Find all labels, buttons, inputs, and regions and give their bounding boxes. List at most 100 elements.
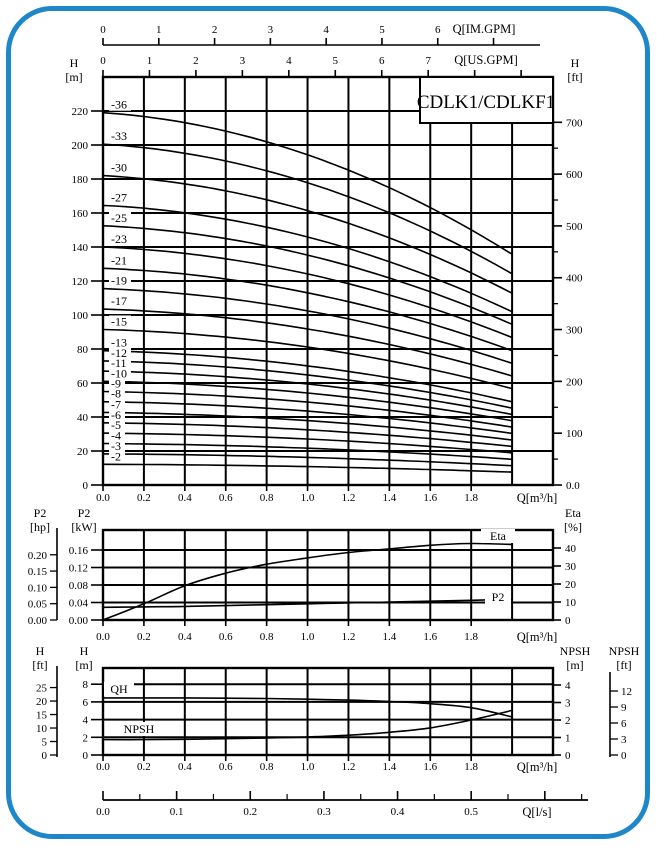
stage-label: -21 bbox=[111, 253, 127, 267]
stage-label-bg bbox=[109, 98, 131, 111]
x-tick-label: 0.8 bbox=[260, 761, 274, 773]
npsh-ft-tick-label: 0 bbox=[621, 750, 627, 762]
head-curve--8 bbox=[102, 400, 513, 435]
stage-label-bg bbox=[109, 295, 131, 308]
im-gpm-axis-label: Q[IM.GPM] bbox=[453, 22, 516, 36]
head-curve--15 bbox=[102, 328, 513, 390]
npsh-label-bg bbox=[117, 722, 161, 736]
pct-tick-label: 30 bbox=[565, 561, 577, 573]
h-ft-tick-label: 0.0 bbox=[566, 480, 580, 492]
head-curve--19 bbox=[102, 287, 513, 365]
head-curve--5 bbox=[102, 432, 513, 454]
qh-label-bg bbox=[104, 682, 134, 696]
p2-label-bg bbox=[485, 590, 511, 604]
x-tick-label: 1.6 bbox=[423, 492, 437, 504]
stage-label: -25 bbox=[111, 211, 127, 225]
us-gpm-tick-label: 2 bbox=[193, 55, 199, 67]
stage-label: -3 bbox=[111, 439, 121, 453]
labels-layer: Q[IM.GPM] Q[US.GPM] H [m] H [ft] CDLK1/C… bbox=[30, 22, 640, 819]
npsh-m-tick-label: 3 bbox=[565, 698, 571, 710]
x-tick-label: 0.8 bbox=[260, 492, 274, 504]
x-tick-label: 1.4 bbox=[382, 631, 396, 643]
x-tick-label: 1.0 bbox=[301, 492, 315, 504]
power-ylabel-hp-unit: [hp] bbox=[30, 520, 50, 534]
stage-label-bg bbox=[109, 450, 125, 463]
stage-label: -6 bbox=[111, 408, 121, 422]
im-gpm-tick-label: 1 bbox=[156, 24, 162, 36]
head-curve--27 bbox=[102, 204, 513, 313]
us-gpm-tick-label: 7 bbox=[425, 55, 431, 67]
x-tick-label: 0.6 bbox=[219, 492, 233, 504]
npsh-ylabel-ft-unit: [ft] bbox=[32, 658, 47, 672]
x-tick-label: 1.2 bbox=[342, 631, 356, 643]
h2-m-tick-label: 8 bbox=[83, 679, 89, 691]
stage-label-bg bbox=[109, 419, 125, 432]
head-curve--21 bbox=[102, 267, 513, 352]
us-gpm-tick-label: 1 bbox=[147, 55, 153, 67]
x-tick-label: 0.2 bbox=[137, 761, 151, 773]
x-tick-label: 1.8 bbox=[464, 761, 478, 773]
h2-m-tick-label: 0 bbox=[83, 750, 89, 762]
im-gpm-tick-label: 0 bbox=[100, 24, 106, 36]
eta-curve-label: Eta bbox=[490, 529, 507, 543]
head-curve--13 bbox=[102, 349, 513, 403]
curve-QH bbox=[102, 697, 513, 718]
p2-curve-label: P2 bbox=[492, 590, 505, 604]
stage-label: -19 bbox=[111, 274, 127, 288]
im-gpm-tick-label: 5 bbox=[379, 24, 385, 36]
stage-label: -17 bbox=[111, 294, 127, 308]
npsh-m-tick-label: 2 bbox=[565, 715, 571, 727]
x-tick-label: 0.6 bbox=[219, 631, 233, 643]
npsh-right-ft-unit: [ft] bbox=[616, 658, 631, 672]
kw-tick-label: 0.08 bbox=[69, 580, 89, 592]
npsh-chart-border bbox=[101, 666, 555, 757]
stage-label: -7 bbox=[111, 397, 121, 411]
npsh-ylabel-m-symbol: H bbox=[80, 644, 89, 658]
kw-tick-label: 0.12 bbox=[69, 563, 88, 575]
h-ft-tick-label: 100 bbox=[566, 428, 583, 440]
power-ylabel-kw-unit: [kW] bbox=[71, 520, 96, 534]
h-m-tick-label: 60 bbox=[77, 378, 89, 390]
us-gpm-tick-label: 3 bbox=[240, 55, 246, 67]
stage-label-bg bbox=[109, 161, 131, 174]
h2-ft-tick-label: 15 bbox=[36, 710, 48, 722]
head-curve--23 bbox=[102, 246, 513, 339]
chart-layer: 0204060801001201401601802002200.01002003… bbox=[28, 24, 632, 818]
h-m-tick-label: 180 bbox=[72, 174, 89, 186]
curve-P2 bbox=[102, 598, 513, 609]
head-curve--7 bbox=[102, 411, 513, 441]
hp-tick-label: 0.00 bbox=[28, 615, 48, 627]
power-chart-border bbox=[101, 528, 555, 622]
head-curve--4 bbox=[102, 442, 513, 461]
us-gpm-tick-label: 6 bbox=[379, 55, 385, 67]
stage-label-bg bbox=[109, 346, 131, 359]
head-curve--17 bbox=[102, 308, 513, 377]
qh-curve-label: QH bbox=[110, 682, 128, 696]
stage-label-bg bbox=[109, 377, 125, 390]
hp-tick-label: 0.05 bbox=[28, 599, 48, 611]
stage-label-bg bbox=[109, 336, 131, 349]
x-tick-label: 0.0 bbox=[96, 631, 110, 643]
h2-m-tick-label: 2 bbox=[83, 732, 89, 744]
head-curve--10 bbox=[102, 380, 513, 422]
h2-ft-tick-label: 0 bbox=[42, 750, 48, 762]
x-tick-label: 1.2 bbox=[342, 761, 356, 773]
npsh-xlabel: Q[m³/h] bbox=[517, 760, 558, 774]
x-tick-label: 0.4 bbox=[178, 492, 192, 504]
hp-tick-label: 0.15 bbox=[28, 566, 48, 578]
stage-label-bg bbox=[109, 315, 131, 328]
us-gpm-tick-label: 4 bbox=[286, 55, 292, 67]
hp-tick-label: 0.10 bbox=[28, 582, 48, 594]
stage-label: -12 bbox=[111, 346, 127, 360]
ls-tick-label: 0.2 bbox=[243, 806, 257, 818]
npsh-m-tick-label: 0 bbox=[565, 750, 571, 762]
stage-label: -27 bbox=[111, 190, 127, 204]
h-m-tick-label: 120 bbox=[72, 276, 89, 288]
x-tick-label: 0.8 bbox=[260, 631, 274, 643]
npsh-ft-tick-label: 6 bbox=[621, 718, 627, 730]
stage-label: -23 bbox=[111, 232, 127, 246]
h-m-tick-label: 80 bbox=[77, 344, 89, 356]
power-ylabel-kw-symbol: P2 bbox=[78, 506, 91, 520]
power-ylabel-hp-symbol: P2 bbox=[34, 506, 47, 520]
